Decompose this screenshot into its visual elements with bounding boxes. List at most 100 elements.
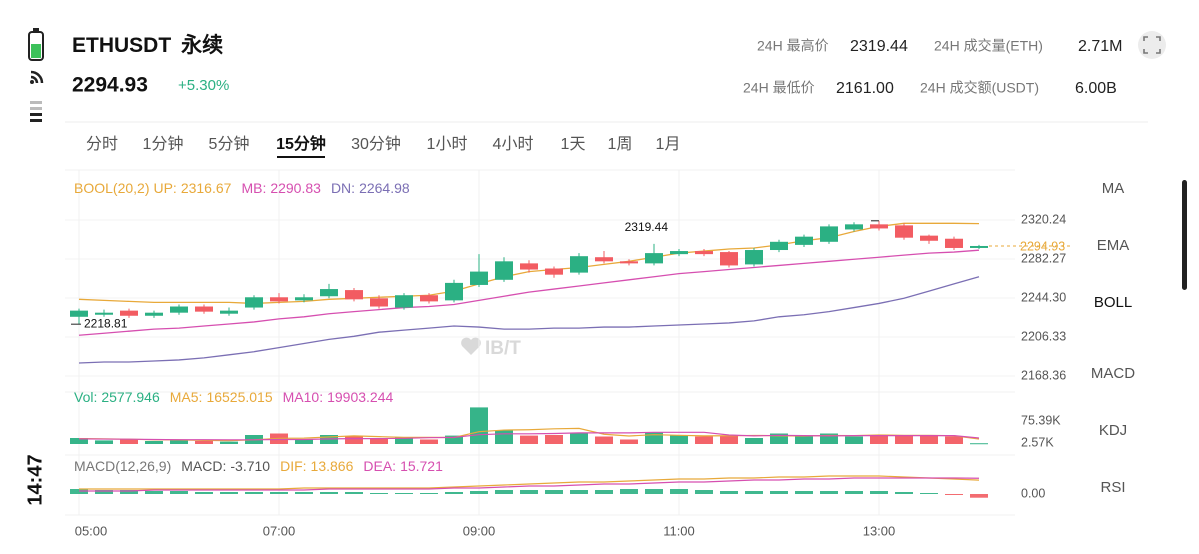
- contract-type: 永续: [180, 33, 223, 57]
- candle-body: [920, 235, 938, 241]
- macd-bar: [170, 491, 188, 494]
- timeframe-tab[interactable]: 分时: [86, 135, 118, 153]
- timeframe-tab[interactable]: 1周: [608, 136, 633, 153]
- timeframe-tab[interactable]: 1月: [656, 136, 681, 153]
- stat-label: 24H 成交量(ETH): [934, 38, 1043, 54]
- candle-body: [120, 310, 138, 316]
- macd-bar: [645, 489, 663, 494]
- volume-bar: [620, 439, 638, 444]
- indicator-option[interactable]: MA: [1102, 180, 1125, 197]
- timeframe-tab[interactable]: 1小时: [427, 135, 468, 153]
- stat-label: 24H 成交额(USDT): [920, 80, 1039, 96]
- candle-body: [245, 297, 263, 308]
- last-price-label: 2294.93: [1020, 239, 1065, 253]
- y-tick-label: 2282.27: [1021, 251, 1066, 265]
- watermark-text: IB/T: [485, 338, 521, 359]
- macd-bar: [820, 491, 838, 494]
- stat-label: 24H 最低价: [743, 80, 815, 96]
- volume-bar: [145, 441, 163, 444]
- legend-name: DEA:: [363, 458, 396, 474]
- signal-bar: [30, 107, 42, 110]
- macd-bar: [120, 490, 138, 494]
- candle-body: [520, 263, 538, 270]
- volume-bar: [295, 439, 313, 444]
- volume-bar: [345, 436, 363, 444]
- battery-level: [31, 44, 41, 58]
- y-tick-label: 2.57K: [1021, 436, 1054, 450]
- status-icons: [28, 28, 44, 122]
- candle-body: [445, 282, 463, 301]
- volume-bar: [870, 435, 888, 444]
- indicator-option[interactable]: BOLL: [1094, 294, 1132, 311]
- macd-bar: [345, 492, 363, 494]
- stat-value: 2.71M: [1078, 38, 1122, 55]
- legend-name: Vol:: [74, 389, 97, 405]
- scrollbar: [1182, 180, 1187, 290]
- timeframe-tab[interactable]: 30分钟: [351, 135, 401, 153]
- timeframe-tab[interactable]: 4小时: [493, 135, 534, 153]
- macd-bar: [970, 494, 988, 498]
- legend-value: 13.866: [311, 458, 354, 474]
- macd-bar: [720, 491, 738, 494]
- watermark: IB/T: [461, 337, 521, 359]
- candle-body: [570, 256, 588, 273]
- volume-bar: [120, 439, 138, 444]
- candle-body: [745, 250, 763, 265]
- wifi-icon: [30, 70, 44, 84]
- volume-bar: [220, 441, 238, 444]
- y-tick-label: 0.00: [1021, 486, 1045, 500]
- timeframe-tabs: 分时 1分钟 5分钟 15分钟 30分钟 1小时 4小时 1天 1周 1月: [86, 134, 680, 158]
- volume-bar: [170, 440, 188, 444]
- volume-bar: [420, 439, 438, 444]
- volume-bar: [545, 435, 563, 444]
- legend-value: 19903.244: [327, 389, 393, 405]
- stat-value: 6.00B: [1075, 80, 1117, 97]
- candle-body: [795, 236, 813, 245]
- indicator-name: MACD(12,26,9): [74, 458, 171, 474]
- candle-body: [870, 224, 888, 229]
- legend-value: 16525.015: [206, 389, 272, 405]
- volume-bar: [520, 435, 538, 444]
- volume-bar: [645, 432, 663, 444]
- volume-bar: [795, 436, 813, 444]
- timeframe-tab[interactable]: 1分钟: [143, 135, 184, 153]
- legend-value: 2577.946: [101, 389, 160, 405]
- indicator-menu: MA EMA BOLL MACD KDJ RSI: [1091, 180, 1135, 496]
- indicator-option[interactable]: KDJ: [1099, 422, 1127, 439]
- candle-body: [495, 261, 513, 280]
- candle-body: [670, 251, 688, 255]
- timeframe-tab[interactable]: 1天: [561, 136, 586, 153]
- macd-bar: [520, 490, 538, 494]
- macd-bar: [395, 493, 413, 494]
- candle-body: [720, 252, 738, 266]
- macd-bar: [195, 492, 213, 494]
- status-time: 14:47: [24, 454, 46, 505]
- candle-body: [95, 312, 113, 315]
- timeframe-tab[interactable]: 15分钟: [276, 134, 326, 153]
- candle-body: [320, 289, 338, 297]
- indicator-option[interactable]: MACD: [1091, 365, 1135, 382]
- macd-bar: [670, 489, 688, 494]
- stat-value: 2161.00: [836, 80, 894, 97]
- boll-line: [78, 249, 980, 336]
- timeframe-tab[interactable]: 5分钟: [209, 135, 250, 153]
- volume-bar: [895, 435, 913, 444]
- indicator-option[interactable]: EMA: [1097, 237, 1130, 254]
- volume-bar: [920, 435, 938, 444]
- candle-body: [545, 268, 563, 275]
- price-change: +5.30%: [178, 77, 229, 94]
- candle-body: [220, 310, 238, 314]
- candle-body: [820, 226, 838, 242]
- candle-body: [845, 224, 863, 230]
- fullscreen-button[interactable]: [1138, 31, 1166, 59]
- button-bg: [1138, 31, 1166, 59]
- candle-body: [970, 245, 988, 248]
- candle-body: [645, 253, 663, 264]
- x-tick-label: 07:00: [263, 523, 296, 538]
- volume-bar: [495, 430, 513, 444]
- indicator-option[interactable]: RSI: [1100, 479, 1125, 496]
- legend: MACD(12,26,9) MACD: -3.710 DIF: 13.866 DEA: 15…: [74, 458, 443, 474]
- x-tick-label: 09:00: [463, 523, 496, 538]
- legend: BOOL(20,2) UP: 2316.67 MB: 2290.83 DN: 2264.98: [74, 180, 410, 196]
